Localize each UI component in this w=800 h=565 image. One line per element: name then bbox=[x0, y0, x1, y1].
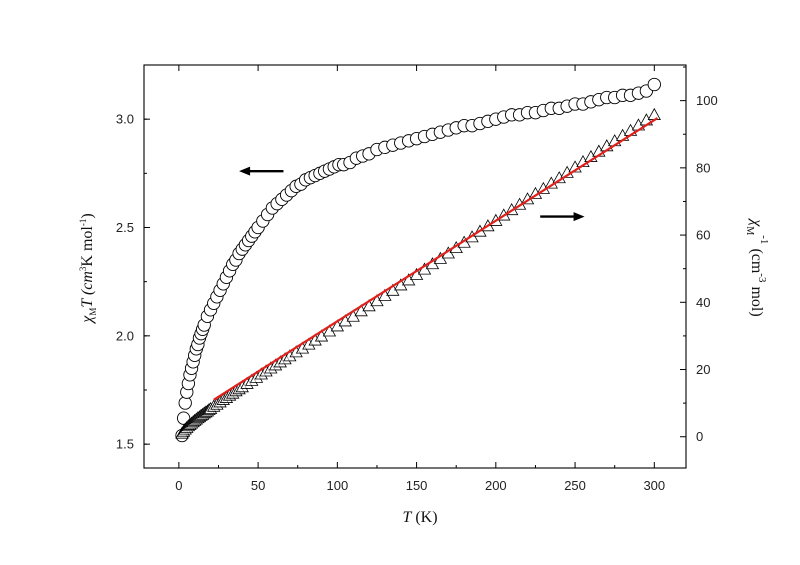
plot-area bbox=[143, 64, 687, 469]
y-left-title-sub: M bbox=[88, 308, 98, 316]
y-right-tick-label: 20 bbox=[696, 362, 710, 377]
arrow-left-head bbox=[239, 166, 251, 176]
y-right-title-sub: M bbox=[744, 226, 755, 235]
y-right-tick-label: 0 bbox=[696, 429, 703, 444]
x-axis-title: T (K) bbox=[402, 509, 437, 526]
y-left-tick-label: 1.5 bbox=[116, 437, 134, 452]
y-left-tick-label: 3.0 bbox=[116, 112, 134, 127]
y-left-title-end: ) bbox=[79, 213, 96, 218]
x-axis: 0 50 100 150 200 250 300 bbox=[175, 65, 665, 493]
y-left-title-sup1: 3 bbox=[78, 266, 88, 271]
axis-arrows bbox=[239, 166, 585, 222]
linear-fit-line bbox=[213, 117, 659, 401]
x-axis-title-symbol: T bbox=[402, 509, 412, 526]
y-right-title-sup0: -1 bbox=[758, 235, 770, 244]
y-axis-right: 0 20 40 60 80 100 bbox=[680, 66, 718, 444]
data-point-circle bbox=[178, 396, 192, 410]
y-left-tick-label: 2.0 bbox=[116, 328, 134, 343]
y-left-tick-label: 2.5 bbox=[116, 220, 134, 235]
series-chi-t-circles bbox=[175, 77, 661, 443]
y-left-title-mid2: K mol bbox=[79, 226, 96, 267]
y-right-title-symbol: χ bbox=[748, 217, 765, 227]
y-axis-left-title: χMT (cm3K mol-1) bbox=[78, 213, 98, 324]
y-axis-left: 1.5 2.0 2.5 3.0 bbox=[116, 112, 150, 452]
x-tick-label: 50 bbox=[251, 478, 265, 493]
y-right-tick-label: 60 bbox=[696, 228, 710, 243]
x-tick-label: 100 bbox=[326, 478, 348, 493]
y-left-title-symbol: χ bbox=[79, 315, 96, 325]
data-point-triangle bbox=[647, 107, 661, 120]
y-left-title-mid: T (cm bbox=[79, 271, 96, 308]
y-right-tick-label: 40 bbox=[696, 295, 710, 310]
arrow-right-head bbox=[573, 212, 585, 222]
plot-frame bbox=[143, 64, 687, 469]
y-left-title-sup2: -1 bbox=[78, 219, 88, 227]
y-axis-right-title: χM-1 (cm-3 mol) bbox=[744, 217, 770, 316]
x-tick-label: 300 bbox=[643, 478, 665, 493]
x-tick-label: 200 bbox=[485, 478, 507, 493]
x-tick-label: 0 bbox=[175, 478, 182, 493]
fit-line-group bbox=[213, 117, 659, 401]
series-inverse-chi-triangles bbox=[175, 107, 661, 439]
y-right-tick-label: 80 bbox=[696, 160, 710, 175]
x-tick-label: 150 bbox=[406, 478, 428, 493]
y-right-title-mid: (cm bbox=[748, 244, 765, 273]
data-point-circle bbox=[647, 77, 661, 92]
x-tick-label: 250 bbox=[564, 478, 586, 493]
x-axis-title-suffix: (K) bbox=[411, 509, 437, 526]
y-right-title-sup1: -3 bbox=[756, 273, 768, 283]
y-right-title-end: mol) bbox=[748, 282, 765, 316]
y-right-tick-label: 100 bbox=[696, 93, 718, 108]
